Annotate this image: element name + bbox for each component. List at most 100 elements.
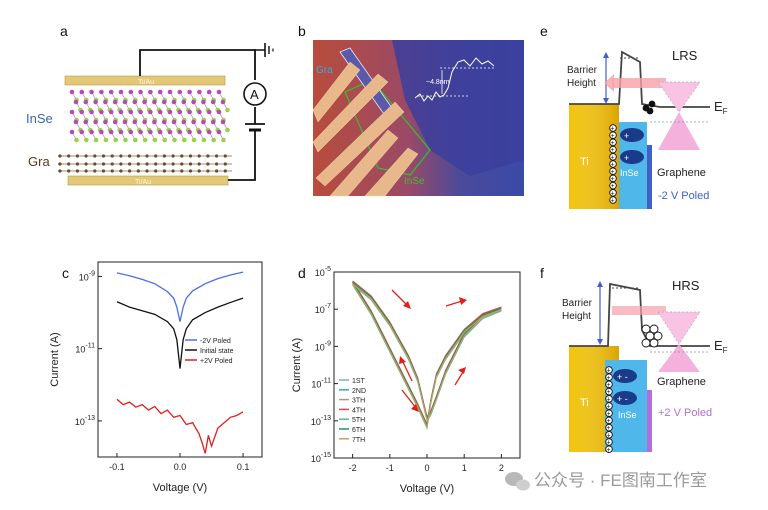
surface-charge-sign: +	[607, 368, 611, 375]
in-atom	[148, 129, 153, 135]
carbon-atom	[119, 169, 123, 173]
in-atom	[108, 129, 114, 135]
surface-charge-sign: +	[611, 140, 615, 147]
series-line	[116, 297, 244, 369]
y-tick-label: 10-13	[311, 415, 331, 427]
in-atom	[157, 89, 163, 95]
optical-inse-label: InSe	[404, 176, 425, 187]
chart-d: -2 -1 0 1 2 10-15 10-13 10-11 10-9 10-7 10-5 Voltag…	[291, 266, 521, 495]
carbon-atom	[171, 162, 175, 166]
surface-charge	[609, 124, 617, 132]
carbon-atom	[180, 162, 184, 166]
x-tick-label: 0.1	[237, 462, 250, 472]
carbon-atom	[93, 169, 97, 173]
surface-charge-sign: +	[611, 126, 615, 133]
carbon-atom	[180, 154, 184, 158]
panel-d-letter: d	[298, 265, 306, 281]
in-atom	[122, 99, 128, 105]
band-diagram-line	[569, 50, 710, 108]
svg-text:+ -: + -	[617, 372, 628, 382]
hrs-label: HRS	[672, 278, 700, 293]
inse-label: InSe	[26, 111, 53, 126]
surface-charge	[605, 395, 613, 403]
in-atom	[69, 89, 75, 95]
series-line	[116, 271, 244, 322]
x-tick-label: -2	[349, 463, 357, 473]
se-atom	[152, 137, 158, 143]
graphene-label: Graphene	[657, 376, 706, 388]
chart-c: -0.1 0.0 0.1 10-13 10-11 10-9 Voltage (V) Curre…	[49, 261, 263, 494]
carbon-atom	[84, 169, 88, 173]
surface-charge-sign: +	[611, 183, 615, 190]
in-atom	[89, 109, 94, 115]
in-atom	[128, 109, 134, 115]
barrier-arrow-head-down	[597, 339, 603, 345]
y-tick-label: 10-15	[311, 452, 331, 464]
surface-charge	[605, 445, 613, 453]
chart-c-legend: -2V Poled Initial state +2V Poled	[185, 338, 234, 365]
in-atom	[216, 109, 222, 115]
se-atom	[103, 137, 109, 143]
surface-charge	[609, 131, 617, 139]
in-atom	[108, 89, 114, 95]
ground-icon	[255, 43, 274, 57]
surface-charge	[605, 438, 613, 446]
surface-charge	[605, 409, 613, 417]
in-atom	[157, 129, 163, 135]
se-atom	[123, 137, 128, 143]
in-atom	[152, 99, 157, 105]
in-atom	[201, 119, 206, 125]
surface-charge	[609, 196, 617, 204]
graphene-label: Graphene	[657, 167, 706, 179]
inse-lattice	[69, 89, 230, 143]
carbon-atom	[223, 154, 227, 158]
x-tick-label: -0.1	[109, 462, 125, 472]
surface-charge-sign: +	[607, 432, 611, 439]
carbon-atom	[119, 154, 123, 158]
carbon-atom	[188, 169, 193, 173]
carbon-atom	[197, 162, 201, 166]
carbon-atom	[145, 162, 149, 166]
carbon-atom	[206, 154, 210, 158]
in-atom	[197, 89, 202, 95]
surface-charge-sign: +	[607, 425, 611, 432]
surface-charge-sign: +	[607, 447, 611, 454]
carbon-atom	[58, 154, 62, 158]
surface-charge-sign: +	[611, 169, 615, 176]
carbon-atom	[206, 162, 210, 166]
surface-charge	[609, 167, 617, 175]
panel-c: c -0.1 0.0 0.1 10-13 10-11 10-9 Voltage (V) Cur…	[49, 261, 263, 494]
top-electrode-label: Ti/Au	[138, 79, 154, 86]
carbon-atom	[101, 162, 106, 166]
in-atom	[122, 119, 128, 125]
se-atom	[225, 127, 230, 133]
in-atom	[89, 89, 94, 95]
carbon-atom	[67, 154, 71, 158]
carbon-atom	[101, 169, 106, 173]
band-diagram-line	[569, 282, 710, 347]
surface-charge	[605, 416, 613, 425]
legend-item: 3TH	[352, 398, 365, 405]
graphene-label: Gra	[28, 154, 50, 169]
in-atom	[73, 119, 79, 125]
se-atom	[142, 137, 148, 143]
current-flow-arrow	[612, 78, 666, 88]
carbon-atom	[154, 169, 158, 173]
in-atom	[99, 129, 104, 135]
se-atom	[162, 137, 167, 143]
carbon-atom	[110, 162, 114, 166]
inse-flake	[392, 40, 524, 176]
carbon-atom	[136, 162, 140, 166]
surface-charge-sign: +	[607, 418, 611, 425]
ti-label: Ti	[580, 397, 589, 409]
y-axis-label: Current (A)	[291, 338, 303, 392]
in-atom	[83, 119, 89, 125]
carbon-atom	[154, 162, 158, 166]
carbon-atom	[110, 169, 114, 173]
x-tick-label: 1	[462, 463, 467, 473]
legend-item: 4TH	[352, 407, 365, 414]
electron-charges	[642, 100, 656, 115]
surface-charge-sign: +	[607, 396, 611, 403]
in-atom	[206, 89, 212, 95]
ti-surface-charges: ++++++++++++	[605, 366, 613, 454]
